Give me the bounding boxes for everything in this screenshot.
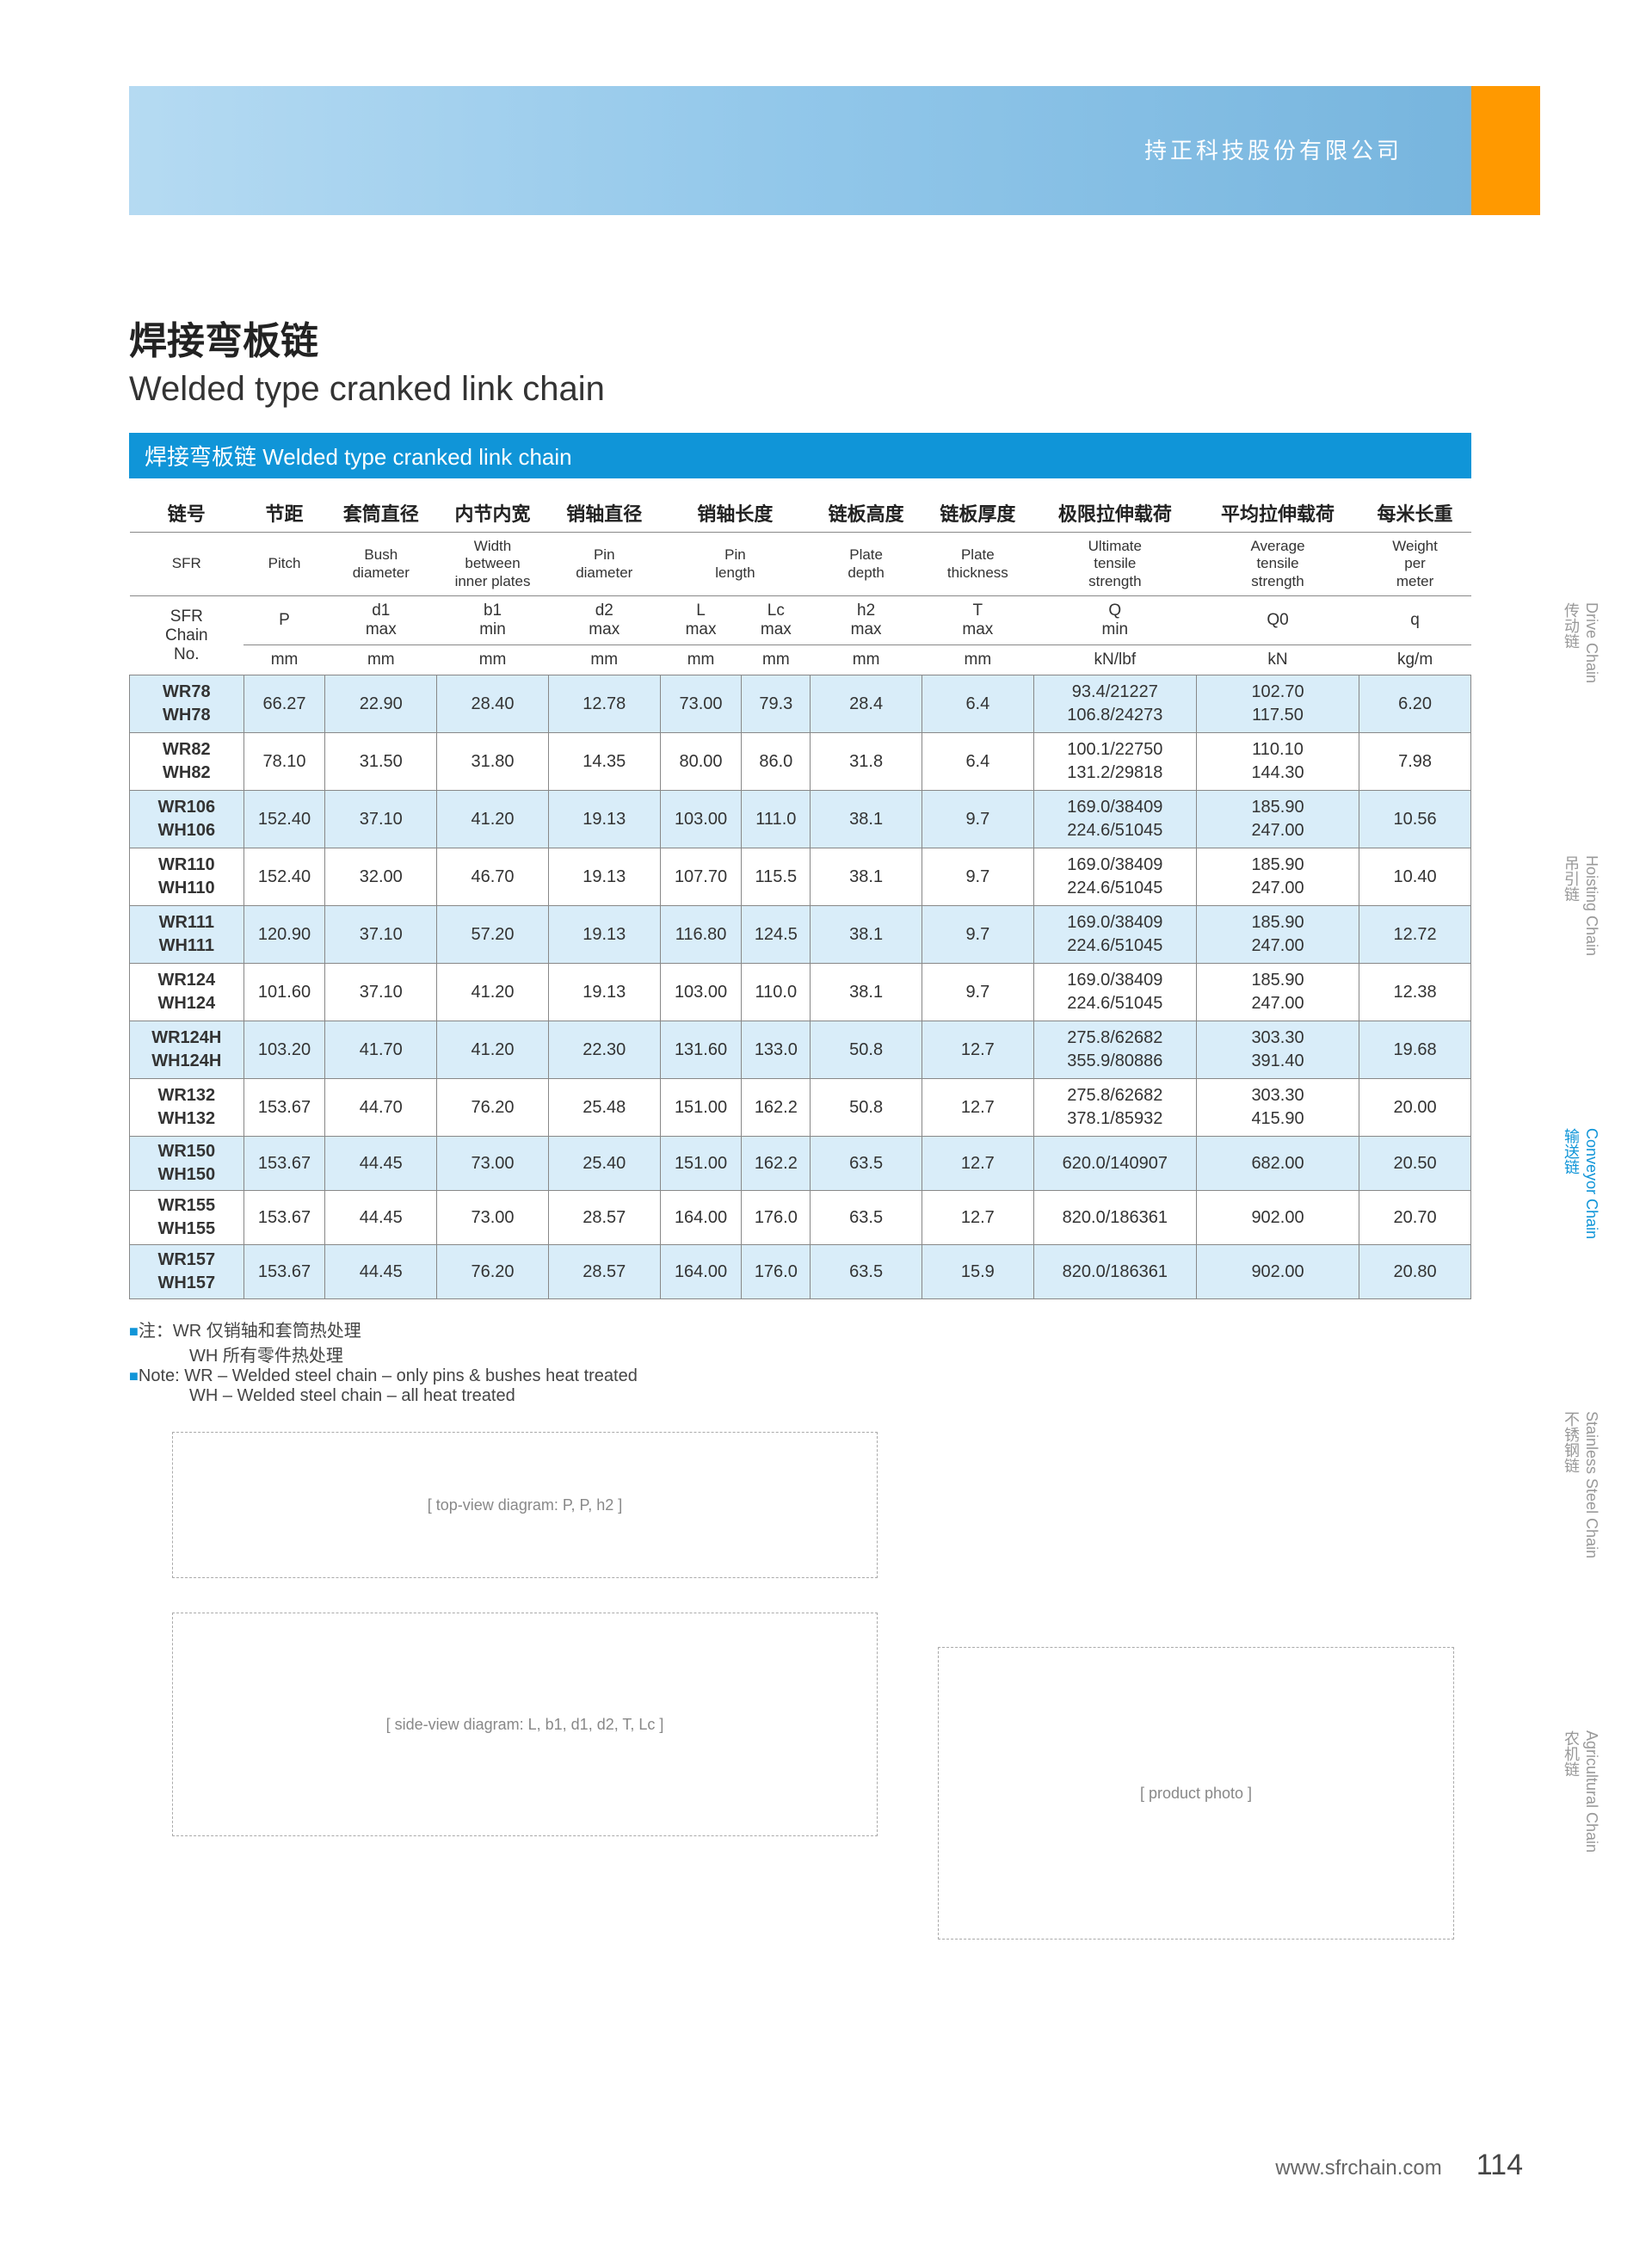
table-row: WR78WH7866.2722.9028.4012.7873.0079.328.… [130,675,1471,733]
side-tab[interactable]: Stainless Steel Chain不锈钢链 [1560,1394,1600,1576]
side-tabs: Drive Chain传动链 Hoisting Chain吊引链 Conveyor … [1560,585,1600,1870]
header-accent [1471,86,1540,215]
table-row: WR132WH132153.6744.7076.2025.48151.00162… [130,1079,1471,1137]
note-en1: Note: WR – Welded steel chain – only pin… [139,1366,638,1385]
page-title-zh: 焊接弯板链 [129,310,1471,365]
table-row: WR124WH124101.6037.1041.2019.13103.00110… [130,964,1471,1021]
note-en2: WH – Welded steel chain – all heat treat… [129,1386,1471,1406]
side-tab[interactable]: Conveyor Chain输送链 [1560,1111,1600,1256]
table-row: WR155WH155153.6744.4573.0028.57164.00176… [130,1191,1471,1245]
table-row: WR82WH8278.1031.5031.8014.3580.0086.031.… [130,733,1471,791]
table-row: WR150WH150153.6744.4573.0025.40151.00162… [130,1137,1471,1191]
side-tab[interactable]: Agricultural Chain农机链 [1560,1713,1600,1870]
footer: www.sfrchain.com 114 [1275,2149,1523,2182]
table-row: WR106WH106152.4037.1041.2019.13103.00111… [130,791,1471,848]
diagram-area: [ top-view diagram: P, P, h2 ] [ side-vi… [129,1432,1471,1991]
company-name: 持正科技股份有限公司 [1144,133,1402,165]
main-content: 焊接弯板链 Welded type cranked link chain 焊接弯… [129,310,1471,1991]
footer-url: www.sfrchain.com [1275,2156,1441,2180]
diagram-top-view: [ top-view diagram: P, P, h2 ] [172,1432,878,1578]
side-tab[interactable]: Drive Chain传动链 [1560,585,1600,700]
table-row: WR111WH111120.9037.1057.2019.13116.80124… [130,906,1471,964]
page-title-en: Welded type cranked link chain [129,370,1471,409]
note-zh2: WH 所有零件热处理 [129,1341,1471,1366]
table-row: WR124HWH124H103.2041.7041.2022.30131.601… [130,1021,1471,1079]
spec-table: 链号节距套筒直径内节内宽销轴直径销轴长度链板高度链板厚度极限拉伸载荷平均拉伸载荷… [129,494,1471,1299]
side-tab[interactable]: Hoisting Chain吊引链 [1560,838,1600,973]
section-bar: 焊接弯板链 Welded type cranked link chain [129,433,1471,478]
notes: ■注：WR 仅销轴和套筒热处理 WH 所有零件热处理 ■Note: WR – W… [129,1317,1471,1406]
note-zh1: 注：WR 仅销轴和套筒热处理 [139,1322,361,1341]
diagram-side-view: [ side-view diagram: L, b1, d1, d2, T, L… [172,1613,878,1836]
page-number: 114 [1476,2149,1523,2182]
table-row: WR110WH110152.4032.0046.7019.13107.70115… [130,848,1471,906]
product-photo: [ product photo ] [938,1647,1454,1940]
table-row: WR157WH157153.6744.4576.2028.57164.00176… [130,1245,1471,1299]
